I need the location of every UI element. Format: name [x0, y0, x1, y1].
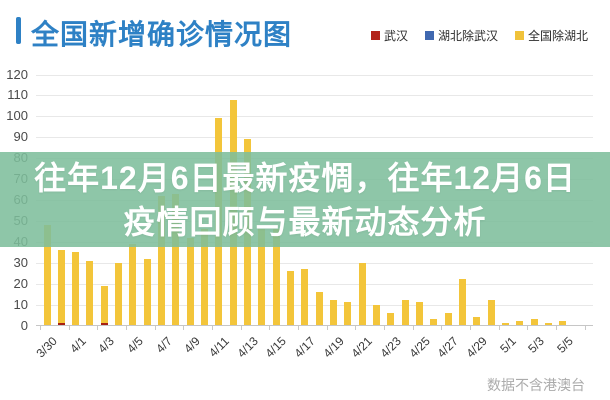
- gridline-20: [36, 283, 593, 285]
- bar-4/3: [100, 285, 108, 326]
- legend-swatch-hubei-except-wuhan: [424, 31, 434, 40]
- legend-item-wuhan: 武汉: [370, 27, 408, 44]
- x-tick: [97, 326, 99, 330]
- x-tick: [555, 326, 557, 330]
- x-tick: [527, 326, 529, 330]
- page-title: 全国新增确诊情况图: [31, 19, 293, 50]
- gridline-110: [36, 95, 593, 97]
- data-note: 数据不含港澳台: [487, 377, 585, 393]
- wuhan-mark-3/31: [57, 322, 65, 326]
- bar-4/25: [416, 302, 424, 326]
- y-label-90: 90: [13, 129, 28, 145]
- y-label-30: 30: [13, 254, 28, 270]
- gridline-30: [36, 262, 593, 264]
- bar-4/26: [430, 319, 438, 326]
- bar-4/16: [287, 271, 295, 326]
- bar-5/3: [530, 319, 538, 326]
- legend-label-wuhan: 武汉: [383, 29, 408, 43]
- gridline-90: [36, 137, 593, 139]
- x-tick: [40, 326, 41, 330]
- y-label-0: 0: [20, 317, 28, 333]
- bar-4/18: [315, 292, 323, 326]
- bar-4/1: [72, 252, 80, 326]
- x-axis-line: [36, 325, 593, 326]
- x-tick: [498, 326, 500, 330]
- y-label-100: 100: [6, 108, 28, 124]
- x-tick: [441, 326, 443, 330]
- x-tick: [269, 326, 271, 330]
- x-tick: [469, 326, 471, 330]
- bar-3/31: [57, 250, 65, 326]
- bar-4/23: [387, 312, 395, 326]
- legend-label-hubei-except-wuhan: 湖北除武汉: [437, 29, 498, 43]
- y-label-10: 10: [13, 296, 28, 312]
- bar-5/1: [502, 323, 510, 326]
- gridline-10: [36, 304, 593, 306]
- bar-4/6: [143, 258, 151, 326]
- y-label-110: 110: [7, 87, 28, 103]
- title-accent-bar: [16, 17, 21, 44]
- bar-4/8: [172, 193, 180, 326]
- x-tick: [68, 326, 70, 330]
- legend: 武汉 湖北除武汉 全国除湖北: [370, 27, 588, 44]
- bar-4/19: [330, 300, 338, 326]
- y-label-120: 120: [6, 66, 28, 82]
- x-tick: [154, 326, 156, 330]
- bar-4/2: [86, 260, 94, 326]
- bar-4/14: [258, 229, 266, 326]
- gridline-120: [36, 74, 593, 76]
- overlay-title-line1: 往年12月6日最新疫惆，往年12月6日: [34, 159, 576, 196]
- x-tick: [183, 326, 185, 330]
- bar-4/5: [129, 243, 137, 326]
- bar-4/29: [473, 317, 481, 326]
- bar-4/27: [444, 312, 452, 326]
- bar-4/24: [401, 300, 409, 326]
- bar-4/21: [358, 262, 366, 326]
- x-tick: [326, 326, 328, 330]
- overlay-banner: 往年12月6日最新疫惆，往年12月6日 疫情回顾与最新动态分析: [0, 152, 610, 247]
- x-tick: [383, 326, 385, 330]
- bar-4/15: [272, 229, 280, 326]
- wuhan-mark-4/3: [100, 322, 108, 326]
- overlay-title-line2: 疫情回顾与最新动态分析: [123, 203, 487, 240]
- legend-label-national-except-hubei: 全国除湖北: [527, 29, 588, 43]
- bar-4/10: [201, 229, 209, 326]
- x-tick: [584, 326, 586, 330]
- x-tick: [211, 326, 213, 330]
- x-tick: [355, 326, 357, 330]
- x-tick: [297, 326, 299, 330]
- gridline-100: [36, 116, 593, 118]
- bar-4/22: [373, 304, 381, 326]
- bar-5/2: [516, 321, 524, 326]
- bar-4/9: [186, 237, 194, 326]
- bar-5/4: [545, 323, 553, 326]
- bar-4/30: [487, 300, 495, 326]
- bar-4/7: [158, 195, 166, 326]
- bar-4/20: [344, 302, 352, 326]
- x-tick: [125, 326, 127, 330]
- bar-4/28: [459, 279, 467, 326]
- y-label-20: 20: [13, 275, 28, 291]
- legend-item-national-except-hubei: 全国除湖北: [514, 27, 588, 44]
- bar-4/4: [115, 262, 123, 326]
- legend-swatch-wuhan: [370, 31, 380, 40]
- bar-3/30: [43, 225, 51, 326]
- legend-item-hubei-except-wuhan: 湖北除武汉: [424, 27, 498, 44]
- bar-5/5: [559, 321, 567, 326]
- bar-4/17: [301, 269, 309, 326]
- legend-swatch-national-except-hubei: [514, 31, 524, 40]
- x-tick: [240, 326, 242, 330]
- x-tick: [412, 326, 414, 330]
